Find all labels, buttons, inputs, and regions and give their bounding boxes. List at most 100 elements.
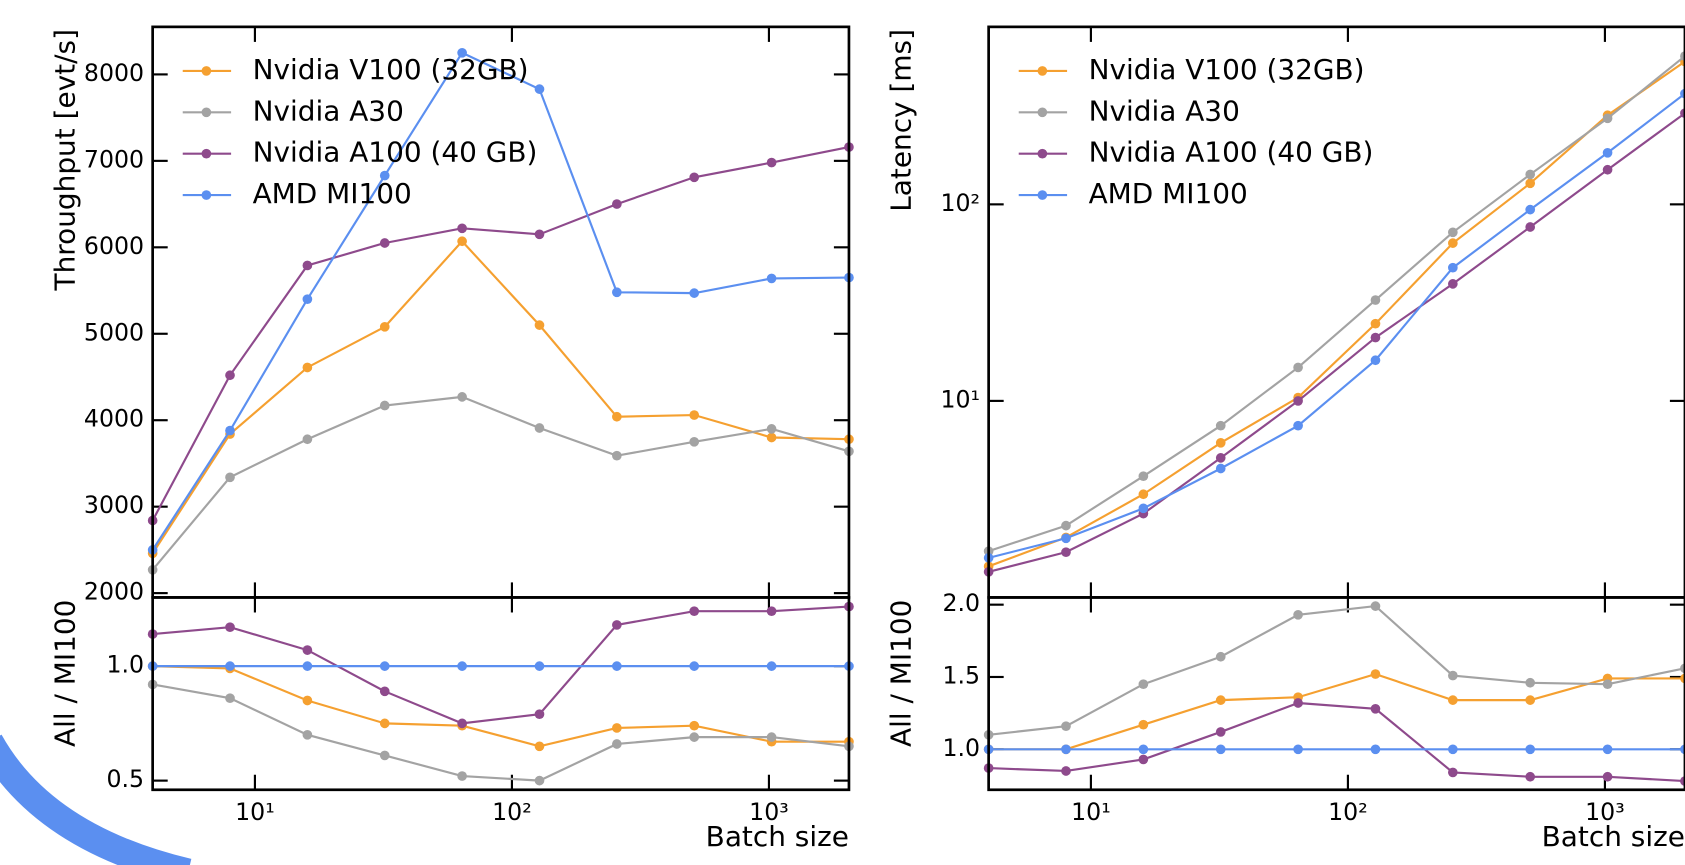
series-line: [152, 683, 850, 782]
data-point: [1525, 204, 1536, 215]
data-point: [1370, 601, 1381, 611]
data-point: [1448, 262, 1458, 273]
data-point: [1215, 744, 1226, 755]
data-point: [1448, 227, 1458, 238]
x-tick-label: 10²: [1328, 798, 1368, 826]
data-point: [689, 410, 700, 420]
data-point: [1061, 547, 1071, 557]
series-line: [151, 395, 850, 571]
data-point: [534, 775, 545, 786]
data-point: [379, 322, 390, 332]
series-line: [152, 605, 850, 725]
plot-frame: [151, 596, 851, 792]
legend-label: Nvidia A30: [1089, 94, 1240, 127]
data-point: [1525, 744, 1536, 755]
data-point: [1138, 754, 1149, 765]
data-point: [1448, 744, 1458, 755]
data-point: [689, 732, 700, 742]
x-tick-label: 10¹: [1071, 798, 1111, 826]
data-point: [1448, 279, 1458, 289]
legend-label: Nvidia V100 (32GB): [1089, 53, 1365, 86]
data-point: [689, 172, 700, 183]
data-point: [379, 750, 390, 761]
data-point: [1215, 727, 1226, 737]
data-point: [1293, 698, 1303, 708]
data-point: [302, 661, 313, 671]
data-point: [1061, 766, 1071, 776]
series-line: [988, 55, 1685, 553]
data-point: [302, 695, 313, 706]
data-point: [457, 236, 467, 247]
data-point: [1602, 164, 1613, 175]
y-tick-label: 10¹: [940, 385, 980, 413]
data-point: [379, 661, 390, 671]
x-tick-label: 10²: [492, 798, 532, 826]
data-point: [612, 199, 622, 209]
legend-marker: [201, 66, 212, 76]
data-point: [534, 229, 545, 240]
data-point: [534, 661, 545, 671]
data-point: [1602, 113, 1613, 124]
data-point: [1525, 178, 1536, 189]
data-point: [1215, 463, 1226, 474]
data-point: [689, 606, 700, 617]
data-point: [534, 709, 545, 720]
series-line: [151, 145, 850, 522]
data-point: [1525, 222, 1536, 232]
data-point: [612, 450, 622, 461]
data-point: [1448, 238, 1458, 248]
data-point: [302, 260, 313, 271]
y-tick-label: 8000: [84, 59, 144, 87]
data-point: [379, 238, 390, 248]
series-line: [988, 672, 1685, 751]
data-point: [379, 718, 390, 729]
data-point: [1061, 721, 1071, 731]
data-point: [1370, 744, 1381, 755]
data-point: [302, 362, 313, 373]
data-point: [379, 400, 390, 411]
data-point: [612, 739, 622, 749]
series-line: [988, 92, 1685, 559]
data-point: [1602, 679, 1613, 690]
data-point: [1138, 679, 1149, 690]
data-point: [534, 320, 545, 330]
legend-marker: [1037, 190, 1048, 200]
decoration-swoosh: [0, 734, 192, 865]
y-axis-label: All / MI100: [885, 600, 918, 747]
data-point: [1525, 695, 1536, 705]
data-point: [1138, 719, 1149, 730]
data-point: [225, 693, 235, 704]
data-point: [1293, 420, 1303, 431]
data-point: [1138, 503, 1149, 514]
data-point: [1370, 355, 1381, 366]
legend-label: Nvidia A100 (40 GB): [1089, 136, 1374, 169]
data-point: [534, 423, 545, 433]
data-point: [612, 287, 622, 298]
data-point: [302, 729, 313, 740]
legend-marker: [201, 190, 212, 200]
legend-label: AMD MI100: [1089, 177, 1248, 210]
series-line: [988, 60, 1685, 568]
data-point: [1370, 295, 1381, 305]
data-point: [766, 273, 777, 284]
y-tick-label: 5000: [84, 318, 144, 346]
data-point: [1138, 471, 1149, 482]
data-point: [1061, 533, 1071, 544]
x-axis-label: Batch size: [706, 820, 849, 853]
data-point: [302, 645, 313, 655]
legend-label: Nvidia A100 (40 GB): [253, 136, 538, 169]
data-point: [1525, 677, 1536, 688]
data-point: [1138, 744, 1149, 755]
data-point: [457, 718, 467, 729]
data-point: [225, 622, 235, 633]
data-point: [225, 370, 235, 381]
legend-marker: [1037, 107, 1048, 118]
data-point: [1370, 703, 1381, 714]
data-point: [1215, 453, 1226, 463]
data-point: [766, 606, 777, 617]
y-tick-label: 6000: [84, 232, 144, 260]
series-line: [988, 604, 1685, 736]
data-point: [379, 170, 390, 181]
series-line: [151, 239, 849, 554]
